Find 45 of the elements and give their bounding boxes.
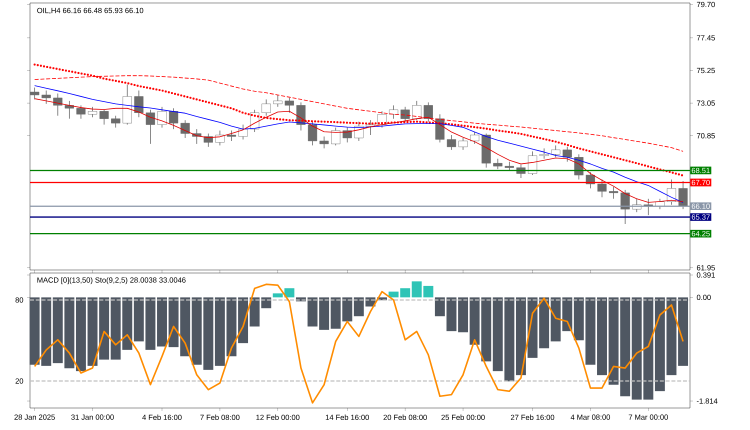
- candlestick: [366, 120, 376, 136]
- candlestick: [388, 104, 398, 120]
- candlestick: [157, 106, 167, 128]
- bar: [423, 286, 434, 298]
- candlestick: [88, 106, 98, 118]
- candlestick: [42, 90, 51, 104]
- bar: [192, 297, 202, 365]
- candlestick: [678, 180, 688, 210]
- candlestick: [540, 148, 549, 160]
- candlestick: [146, 109, 156, 144]
- candlestick: [446, 134, 456, 150]
- candlestick: [400, 106, 410, 122]
- candlestick: [504, 161, 514, 172]
- candlestick: [168, 108, 178, 130]
- candlestick: [528, 150, 538, 176]
- candlestick: [412, 100, 422, 121]
- candlestick: [215, 130, 224, 146]
- candlestick: [284, 98, 294, 114]
- bar: [342, 297, 352, 322]
- candlestick: [331, 127, 340, 146]
- candlestick: [100, 109, 109, 126]
- candlestick: [308, 121, 318, 146]
- candlestick: [262, 99, 271, 116]
- candlestick: [608, 186, 618, 200]
- candlestick: [470, 132, 480, 144]
- candlestick: [134, 90, 144, 118]
- candlestick: [597, 179, 607, 198]
- candlestick: [458, 138, 468, 150]
- candlestick: [320, 136, 329, 149]
- candlestick: [562, 146, 572, 162]
- candlestick: [493, 158, 502, 170]
- candlestick: [551, 145, 560, 158]
- candlestick: [30, 87, 40, 100]
- candlestick: [76, 104, 86, 120]
- candlestick: [238, 124, 248, 140]
- bar: [632, 297, 642, 400]
- line-series: [34, 284, 684, 404]
- candlestick: [424, 102, 433, 122]
- candlestick: [53, 93, 62, 116]
- bar: [412, 281, 422, 298]
- candlestick: [64, 100, 74, 120]
- candlestick: [226, 130, 236, 142]
- candlestick: [273, 94, 282, 108]
- candlestick: [111, 115, 120, 128]
- candlestick: [180, 120, 190, 138]
